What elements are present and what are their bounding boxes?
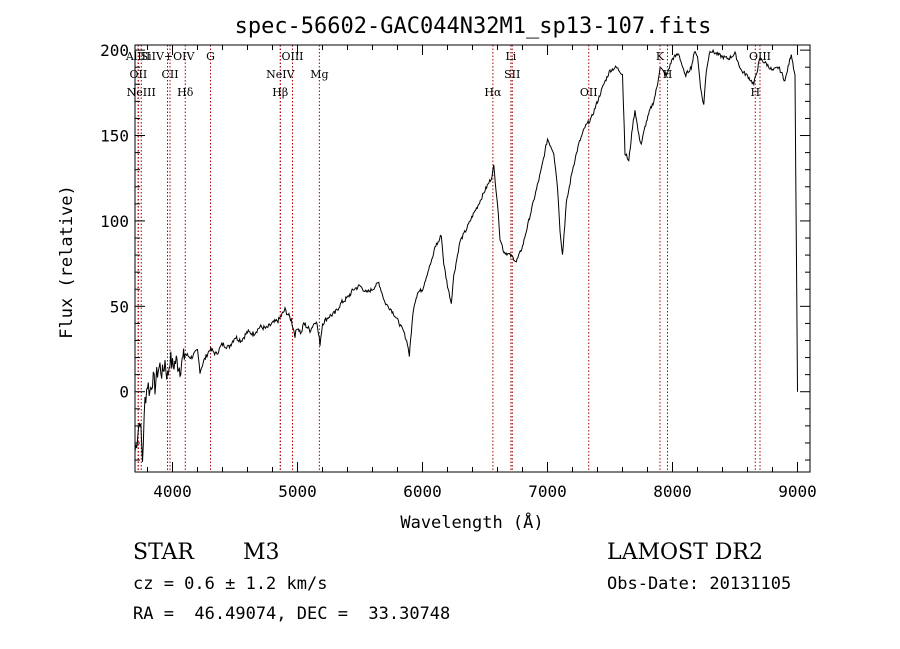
axes-frame: 4000 5000 6000 7000 8000 9000 0 50 100 150 200 xyxy=(100,41,817,501)
spectral-line-labels: AlIII OII NeIII SiIV+OIV CII Hδ G NeIV Hβ OIII Mg H… xyxy=(125,50,771,99)
x-tick-label: 6000 xyxy=(403,482,442,501)
observation-date: Obs-Date: 20131105 xyxy=(607,574,792,594)
survey-name: LAMOST DR2 xyxy=(607,540,763,565)
x-axis-label: Wavelength (Å) xyxy=(400,511,543,533)
spectral-line-label: OII xyxy=(580,86,598,99)
spectral-line-markers xyxy=(137,45,761,472)
x-tick-label: 4000 xyxy=(153,482,192,501)
object-subclass: M3 xyxy=(243,540,280,565)
object-class: STAR xyxy=(133,540,194,565)
x-tick-label: 8000 xyxy=(653,482,692,501)
y-tick-label: 50 xyxy=(110,297,129,316)
spectral-line-label: Hα xyxy=(484,86,502,99)
spectral-line-label: G xyxy=(206,50,215,63)
spectrum-line xyxy=(134,48,798,462)
spectral-line-label: CII xyxy=(161,68,178,81)
y-tick-label: 150 xyxy=(100,127,129,146)
chart-title: spec-56602-GAC044N32M1_sp13-107.fits xyxy=(235,14,712,39)
spectral-line-label: SII xyxy=(504,68,520,81)
x-tick-label: 9000 xyxy=(778,482,817,501)
spectral-line-label: H xyxy=(750,86,760,99)
spectral-line-label: K xyxy=(656,50,665,63)
x-tick-label: 5000 xyxy=(278,482,317,501)
y-tick-label: 0 xyxy=(119,383,129,402)
spectral-line-label: NeIV xyxy=(266,68,295,81)
spectral-line-label: Mg xyxy=(310,68,328,81)
plot-frame xyxy=(134,44,811,473)
spectral-line-label: AlIII xyxy=(125,50,151,63)
spectral-line-label: SiIV+OIV xyxy=(141,50,196,63)
spectral-line-label: OII xyxy=(130,68,148,81)
spectral-line-label: NeIII xyxy=(127,86,156,99)
spectral-line-label: Li xyxy=(505,50,516,63)
spectral-line-label: Hδ xyxy=(177,86,194,99)
spectral-line-label: Hβ xyxy=(272,86,288,99)
spectral-line-label: H xyxy=(663,68,673,81)
y-axis-label: Flux (relative) xyxy=(57,185,77,339)
x-tick-label: 7000 xyxy=(528,482,567,501)
spectral-line-label: OIII xyxy=(281,50,303,63)
y-tick-label: 200 xyxy=(100,41,129,60)
redshift-text: cz = 0.6 ± 1.2 km/s xyxy=(133,574,328,594)
coordinates-text: RA = 46.49074, DEC = 33.30748 xyxy=(133,604,451,624)
y-tick-label: 100 xyxy=(100,212,129,231)
